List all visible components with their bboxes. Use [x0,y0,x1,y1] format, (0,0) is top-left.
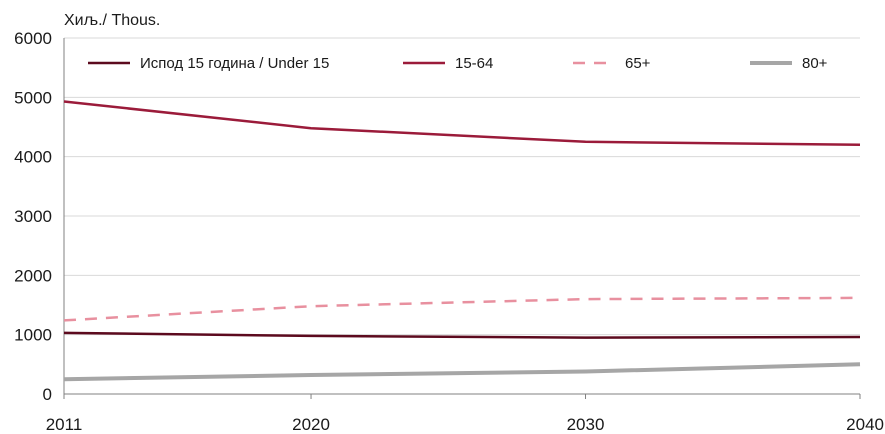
gridlines [64,37,860,336]
legend-label-1: 15-64 [455,55,493,72]
x-tick-label: 2020 [292,415,330,434]
y-tick-label: 0 [43,385,52,404]
axes [63,38,860,395]
legend-label-2: 65+ [625,55,651,72]
y-tick-label: 5000 [14,88,52,107]
y-axis-unit-label: Хиљ./ Thous. [64,12,160,29]
y-tick-label: 2000 [14,266,52,285]
y-tick-label: 3000 [14,207,52,226]
series-line-2 [63,296,861,322]
legend-label-0: Испод 15 година / Under 15 [140,55,329,72]
y-tick-labels: 0 1000 2000 3000 4000 5000 6000 [14,29,52,404]
legend-label-3: 80+ [802,55,828,72]
legend: Испод 15 година / Under 15 15-64 65+ 80+ [88,55,828,72]
x-tick-label: 2040 [846,415,884,434]
y-tick-label: 4000 [14,148,52,167]
y-tick-label: 1000 [14,326,52,345]
y-tick-label: 6000 [14,29,52,48]
series-line-1 [63,100,861,147]
series-line-3 [63,362,861,382]
x-tick-labels: 2011 2020 2030 2040 [46,394,884,434]
series-line-0 [63,331,861,339]
series-lines [63,100,861,382]
x-tick-label: 2030 [567,415,605,434]
x-tick-label: 2011 [46,415,83,434]
